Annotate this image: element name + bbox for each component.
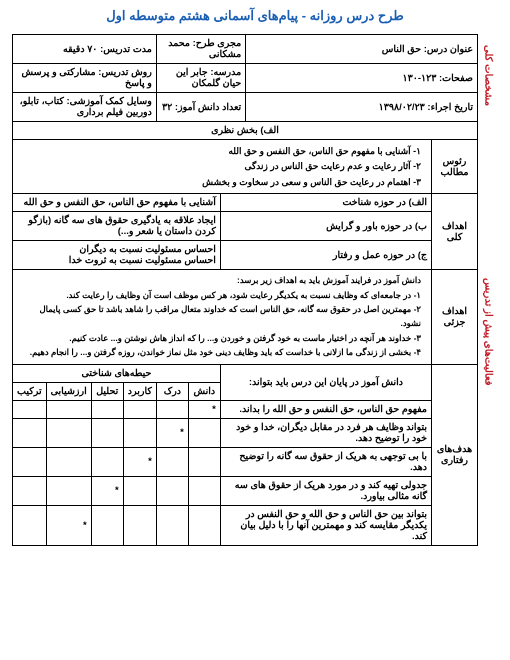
part-label: اهداف جزئی	[432, 270, 478, 365]
mark-4-4: *	[46, 505, 91, 545]
section-a-header: الف) بخش نظری	[13, 122, 478, 140]
mark-0-0: *	[188, 400, 220, 418]
behav-row-1: بتواند وظایف هر فرد در مقابل دیگران، خدا…	[13, 418, 478, 447]
hdr-method: روش تدریس: مشارکتی و پرسش و پاسخ	[13, 64, 157, 93]
behav-intro: دانش آموز در پایان این درس باید بتواند:	[220, 364, 431, 400]
gen-domain-0: الف) در حوزه شناخت	[220, 194, 431, 212]
gen-domain-2: ج) در حوزه عمل و رفتار	[220, 241, 431, 270]
heads-content: ۱- آشنایی با مفهوم حق الناس، حق النفس و …	[13, 140, 432, 194]
hdr-pages: صفحات: ۱۲۳-۱۳۰	[246, 64, 478, 93]
red-label-top: مشخصات کلی	[478, 34, 498, 118]
part-content: دانش آموز در فرایند آموزش باید به اهداف …	[13, 270, 432, 365]
cog-col-3: تحلیل	[91, 382, 123, 400]
cog-col-2: کاربرد	[123, 382, 156, 400]
gen-txt-2: احساس مسئولیت نسبت به دیگران احساس مسئول…	[13, 241, 221, 270]
cog-col-1: درک	[156, 382, 188, 400]
mark-3-3: *	[91, 476, 123, 505]
mark-1-1: *	[156, 418, 188, 447]
gen-domain-1: ب) در حوزه باور و گرایش	[220, 212, 431, 241]
hdr-designer: مجری طرح: محمد مشکانی	[156, 35, 245, 64]
gen-txt-1: ایجاد علاقه به یادگیری حقوق های سه گانه …	[13, 212, 221, 241]
behav-label: هدف‌های رفتاری	[432, 364, 478, 545]
behav-row-4: بتواند بین حق الناس و حق الله و حق النفس…	[13, 505, 478, 545]
main-table: عنوان درس: حق الناس مجری طرح: محمد مشکان…	[12, 34, 478, 546]
page-title: طرح درس روزانه - پیام‌های آسمانی هشتم مت…	[12, 8, 498, 24]
red-label-bottom: فعالیت‌های پیش از تدریس	[478, 118, 498, 546]
hdr-tools: وسایل کمک آموزشی: کتاب، تابلو، دوربین فی…	[13, 93, 157, 122]
behav-row-0: مفهوم حق الناس، حق النفس و حق الله را بد…	[13, 400, 478, 418]
hdr-count: تعداد دانش آموز: ۳۲	[156, 93, 245, 122]
heads-label: رئوس مطالب	[432, 140, 478, 194]
gen-label: اهداف کلی	[432, 194, 478, 270]
cog-col-5: ترکیب	[13, 382, 47, 400]
gen-txt-0: آشنایی با مفهوم حق الناس، حق النفس و حق …	[13, 194, 221, 212]
cog-col-0: دانش	[188, 382, 220, 400]
hdr-school: مدرسه: جابر این حیان گلمکان	[156, 64, 245, 93]
cog-header: حیطه‌های شناختی	[13, 364, 221, 382]
hdr-duration: مدت تدریس: ۷۰ دقیقه	[13, 35, 157, 64]
mark-2-2: *	[123, 447, 156, 476]
hdr-lesson: عنوان درس: حق الناس	[246, 35, 478, 64]
behav-row-3: جدولی تهیه کند و در مورد هریک از حقوق ها…	[13, 476, 478, 505]
hdr-date: تاریخ اجراء: ۱۳۹۸/۰۲/۲۳	[246, 93, 478, 122]
cog-col-4: ارزشیابی	[46, 382, 91, 400]
behav-row-2: با بی توجهی به هریک از حقوق سه گانه را ت…	[13, 447, 478, 476]
